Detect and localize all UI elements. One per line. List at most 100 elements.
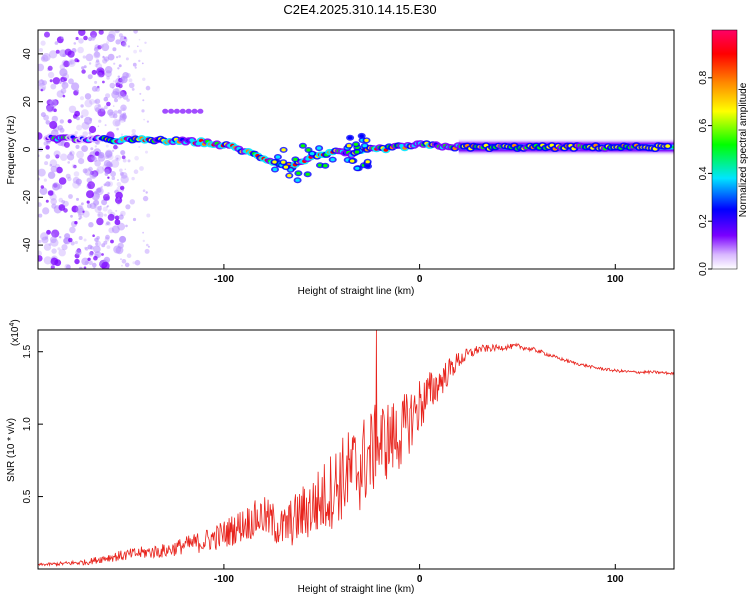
spectrogram-harmonic-blob xyxy=(191,108,198,114)
spectrogram-noise-dot xyxy=(125,204,131,210)
spectrogram-x-label: Height of straight line (km) xyxy=(298,286,415,297)
spectrogram-noise-dot xyxy=(38,79,44,85)
spectrogram-noise-dot xyxy=(58,177,67,185)
spectrogram-noise-dot xyxy=(103,96,109,102)
spectrogram-noise-dot xyxy=(67,119,72,124)
spectrogram-noise-dot xyxy=(107,221,111,226)
spectrogram-noise-dot xyxy=(68,78,74,85)
spectrogram-ridge-blob xyxy=(300,144,306,148)
spectrogram-noise-dot xyxy=(51,203,57,209)
spectrogram-ridge-blob xyxy=(359,134,364,138)
spectrogram-noise-dot xyxy=(120,213,123,216)
spectrogram-ridge-blob xyxy=(296,171,301,175)
spectrogram-noise-dot xyxy=(117,197,121,200)
spectrogram-noise-dot xyxy=(145,191,148,194)
spectrogram-noise-dot xyxy=(61,200,66,204)
spectrogram-noise-dot xyxy=(143,118,146,121)
spectrogram-noise-dot xyxy=(104,172,109,176)
spectrogram-noise-dot xyxy=(88,222,94,228)
spectrogram-noise-dot xyxy=(84,93,92,100)
spectrogram-noise-dot xyxy=(88,62,92,65)
spectrogram-noise-dot xyxy=(107,176,110,179)
spectrogram-noise-dot xyxy=(86,190,94,199)
spectrogram-noise-dot xyxy=(77,46,84,54)
spectrogram-noise-dot xyxy=(142,231,145,234)
spectrogram-noise-dot xyxy=(59,68,68,77)
spectrogram-noise-dot xyxy=(121,155,126,160)
spectrogram-noise-dot xyxy=(86,200,90,204)
spectrogram-noise-dot xyxy=(54,41,59,45)
spectrogram-noise-dot xyxy=(128,82,135,89)
spectrogram-noise-dot xyxy=(77,208,85,216)
spectrogram-noise-dot xyxy=(107,154,114,161)
spectrogram-noise-dot xyxy=(100,107,105,112)
spectrogram-noise-dot xyxy=(38,168,46,177)
spectrogram-noise-dot xyxy=(102,80,105,84)
spectrogram-noise-dot xyxy=(111,176,116,180)
spectrogram-noise-dot xyxy=(95,87,100,92)
spectrogram-noise-dot xyxy=(105,181,111,187)
spectrogram-noise-dot xyxy=(117,95,122,100)
spectrogram-noise-dot xyxy=(110,239,114,244)
spectrogram-noise-dot xyxy=(116,182,122,187)
spectrogram-noise-dot xyxy=(138,38,141,41)
spectrogram-noise-dot xyxy=(94,145,98,148)
spectrogram-noise-dot xyxy=(71,205,79,213)
spectrogram-y-tick-label: 20 xyxy=(22,96,33,108)
spectrogram-noise-dot xyxy=(53,150,61,158)
spectrogram-noise-dot xyxy=(49,121,58,129)
spectrogram-noise-dot xyxy=(106,221,110,226)
spectrogram-noise-dot xyxy=(44,236,49,240)
spectrogram-noise-dot xyxy=(97,70,105,78)
spectrogram-noise-dot xyxy=(50,236,57,244)
spectrogram-noise-dot xyxy=(49,163,53,167)
spectrogram-noise-dot xyxy=(90,155,97,161)
spectrogram-noise-dot xyxy=(69,151,73,155)
colorbar-ticks: 0.0 0.2 0.4 0.6 0.8 xyxy=(698,70,712,276)
spectrogram-noise-dot xyxy=(97,125,100,128)
spectrogram-noise-dot xyxy=(71,164,77,169)
snr-y-tick-label: 0.5 xyxy=(22,489,33,503)
spectrogram-noise-dot xyxy=(134,259,141,266)
spectrogram-noise-dot xyxy=(126,98,130,102)
spectrogram-noise-dot xyxy=(53,108,57,113)
colorbar-gradient xyxy=(711,29,738,270)
spectrogram-noise-dot xyxy=(101,261,110,269)
spectrogram-noise-dot xyxy=(109,82,116,89)
spectrogram-noise-dot xyxy=(123,42,126,45)
spectrogram-noise-dot xyxy=(59,236,62,239)
spectrogram-noise-dot xyxy=(106,41,109,45)
spectrogram-noise-dot xyxy=(131,129,136,134)
spectrogram-noise-dot xyxy=(114,215,120,221)
snr-y-multiplier: (x104) xyxy=(9,319,21,346)
spectrogram-noise-dot xyxy=(62,53,66,57)
spectrogram-noise-dot xyxy=(94,237,99,242)
spectrogram-noise-dot xyxy=(74,240,78,245)
spectrogram-noise-dot xyxy=(68,194,73,199)
spectrogram-noise-dot xyxy=(67,153,75,161)
spectrogram-noise-dot xyxy=(142,195,149,202)
spectrogram-noise-dot xyxy=(95,63,103,70)
spectrogram-noise-dot xyxy=(125,72,131,78)
spectrogram-noise-dot xyxy=(122,115,126,119)
spectrogram-noise-dot xyxy=(91,174,96,178)
spectrogram-harmonic-blob xyxy=(185,108,192,114)
spectrogram-ridge-blob xyxy=(293,157,298,161)
spectrogram-noise-dot xyxy=(96,187,102,193)
spectrogram-ridge-blob xyxy=(295,178,300,182)
spectrogram-noise-dot xyxy=(43,141,49,146)
snr-x-tick-label: 0 xyxy=(417,574,423,585)
spectrogram-noise-dot xyxy=(67,176,72,182)
spectrogram-noise-dot xyxy=(117,109,122,114)
spectrogram-harmonic-blob xyxy=(197,108,204,114)
spectrogram-ridge-blob xyxy=(288,168,293,172)
spectrogram-noise-dot xyxy=(97,205,102,211)
spectrogram-noise-dot xyxy=(96,169,100,173)
spectrogram-noise-dot xyxy=(106,245,111,250)
spectrogram-noise-dot xyxy=(118,118,122,122)
spectrogram-noise-dot xyxy=(57,247,61,251)
spectrogram-noise-dot xyxy=(45,199,49,203)
spectrogram-noise-dot xyxy=(147,245,150,248)
snr-x-label: Height of straight line (km) xyxy=(298,584,415,595)
spectrogram-noise-dot xyxy=(38,63,45,72)
